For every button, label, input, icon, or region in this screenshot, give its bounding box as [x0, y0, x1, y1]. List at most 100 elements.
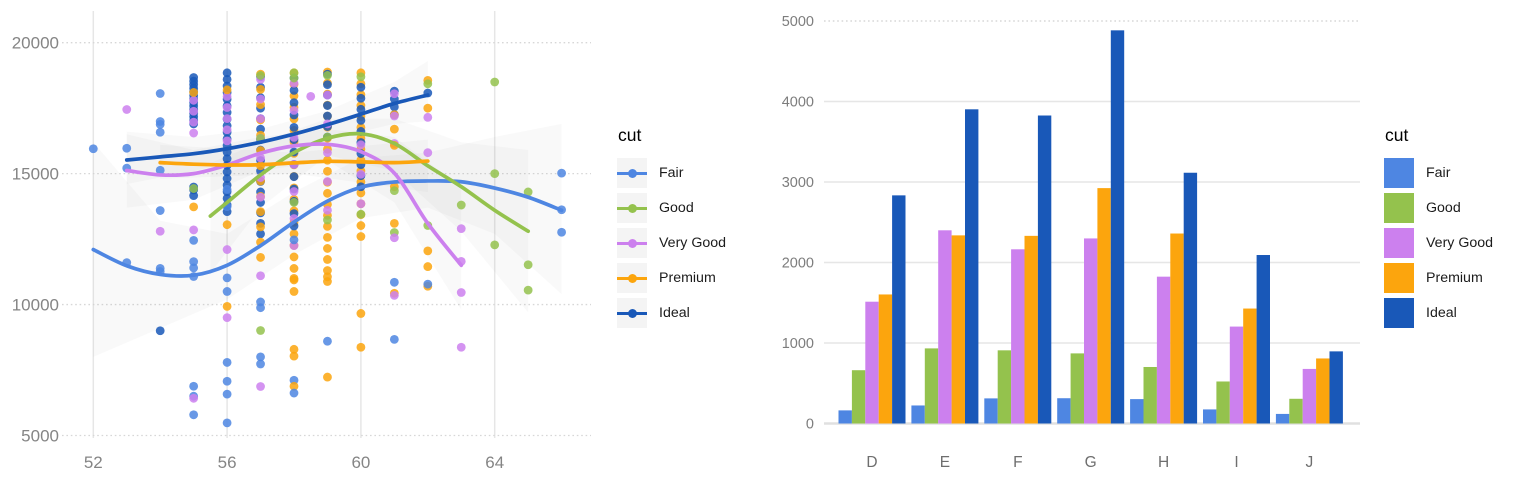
legend-item-good: Good — [1384, 193, 1493, 223]
legend-point — [627, 203, 637, 213]
scatter-point — [323, 272, 332, 282]
x-tick-label: 56 — [218, 453, 237, 472]
category-label: G — [1085, 454, 1097, 471]
legend-swatch — [1384, 298, 1414, 328]
scatter-point — [222, 376, 232, 386]
scatter-point — [423, 112, 433, 122]
scatter-point — [289, 85, 299, 95]
x-tick-label: 52 — [84, 453, 103, 472]
scatter-point — [256, 352, 265, 362]
scatter-point — [189, 202, 199, 212]
legend-label: Ideal — [1426, 305, 1457, 321]
bar-D-very-good — [865, 301, 879, 424]
bar-legend-title: cut — [1385, 125, 1409, 145]
y-tick-label: 3000 — [782, 175, 814, 191]
scatter-point — [423, 148, 433, 158]
legend-item-fair: Fair — [617, 158, 726, 188]
scatter-point — [323, 221, 332, 231]
scatter-point — [356, 104, 366, 114]
scatter-point — [222, 184, 232, 194]
bar-legend: cut Fair Good Very Good Premium Ideal — [1384, 124, 1493, 333]
scatter-point — [256, 192, 265, 202]
bar-G-fair — [1057, 398, 1071, 424]
scatter-point — [122, 105, 132, 114]
bar-E-premium — [951, 235, 965, 424]
scatter-point — [523, 187, 533, 197]
scatter-point — [256, 229, 265, 239]
legend-swatch — [1384, 263, 1414, 293]
scatter-point — [389, 124, 399, 134]
scatter-point — [289, 198, 299, 207]
legend-swatch — [1384, 193, 1414, 223]
scatter-point — [423, 279, 433, 289]
scatter-point — [189, 263, 199, 273]
legend-key-line-icon — [617, 263, 647, 293]
scatter-point — [323, 372, 332, 382]
scatter-point — [323, 148, 332, 158]
category-label: F — [1013, 454, 1022, 471]
y-tick-label: 15000 — [12, 165, 59, 184]
scatter-point — [256, 207, 265, 216]
scatter-point — [155, 206, 165, 215]
scatter-point — [189, 88, 199, 97]
scatter-point — [389, 233, 399, 243]
legend-item-ideal: Ideal — [617, 298, 726, 328]
scatter-point — [306, 91, 316, 101]
scatter-point — [289, 344, 299, 354]
legend-label: Premium — [659, 270, 716, 286]
x-tick-label: 64 — [485, 453, 504, 472]
scatter-point — [189, 95, 199, 105]
scatter-point — [289, 98, 299, 108]
scatter-point — [323, 233, 332, 242]
legend-label: Good — [1426, 200, 1461, 216]
bar-I-fair — [1203, 409, 1217, 424]
legend-item-good: Good — [617, 193, 726, 223]
scatter-point — [323, 336, 332, 346]
scatter-point — [222, 167, 232, 177]
scatter-point — [323, 71, 332, 80]
bar-F-premium — [1024, 235, 1038, 424]
legend-swatch — [1384, 158, 1414, 188]
scatter-point — [222, 389, 232, 399]
scatter-point — [289, 252, 299, 262]
legend-key-line-icon — [617, 228, 647, 258]
category-label: D — [866, 454, 877, 471]
scatter-point — [189, 106, 199, 116]
bar-G-premium — [1097, 188, 1111, 424]
bar-H-fair — [1130, 399, 1144, 424]
scatter-point — [88, 144, 98, 154]
legend-item-premium: Premium — [1384, 263, 1493, 293]
scatter-point — [189, 225, 199, 235]
scatter-point — [289, 287, 299, 296]
bar-H-ideal — [1183, 172, 1198, 424]
bar-I-good — [1216, 381, 1230, 424]
bar-J-good — [1289, 398, 1303, 424]
scatter-point — [222, 91, 232, 101]
bar-F-good — [997, 350, 1012, 424]
bar-H-premium — [1170, 233, 1184, 424]
legend-point — [627, 308, 637, 318]
scatter-point — [456, 288, 466, 297]
scatter-point — [289, 264, 299, 273]
scatter-point — [289, 375, 299, 385]
legend-item-very-good: Very Good — [1384, 228, 1493, 258]
bar-D-ideal — [892, 195, 906, 424]
bar-G-good — [1070, 353, 1084, 424]
scatter-point — [323, 188, 332, 198]
scatter-point — [222, 75, 232, 84]
scatter-point — [490, 240, 500, 250]
scatter-point — [222, 418, 232, 428]
y-tick-label: 4000 — [782, 95, 814, 111]
bar-E-ideal — [965, 109, 979, 424]
scatter-point — [256, 303, 265, 313]
legend-key-line-icon — [617, 193, 647, 223]
bar-E-good — [924, 348, 939, 424]
scatter-point — [456, 200, 466, 210]
scatter-point — [222, 114, 232, 124]
scatter-point — [289, 73, 299, 83]
scatter-point — [289, 172, 299, 182]
bar-E-very-good — [938, 230, 952, 424]
scatter-point — [323, 205, 332, 215]
scatter-point — [356, 188, 366, 198]
